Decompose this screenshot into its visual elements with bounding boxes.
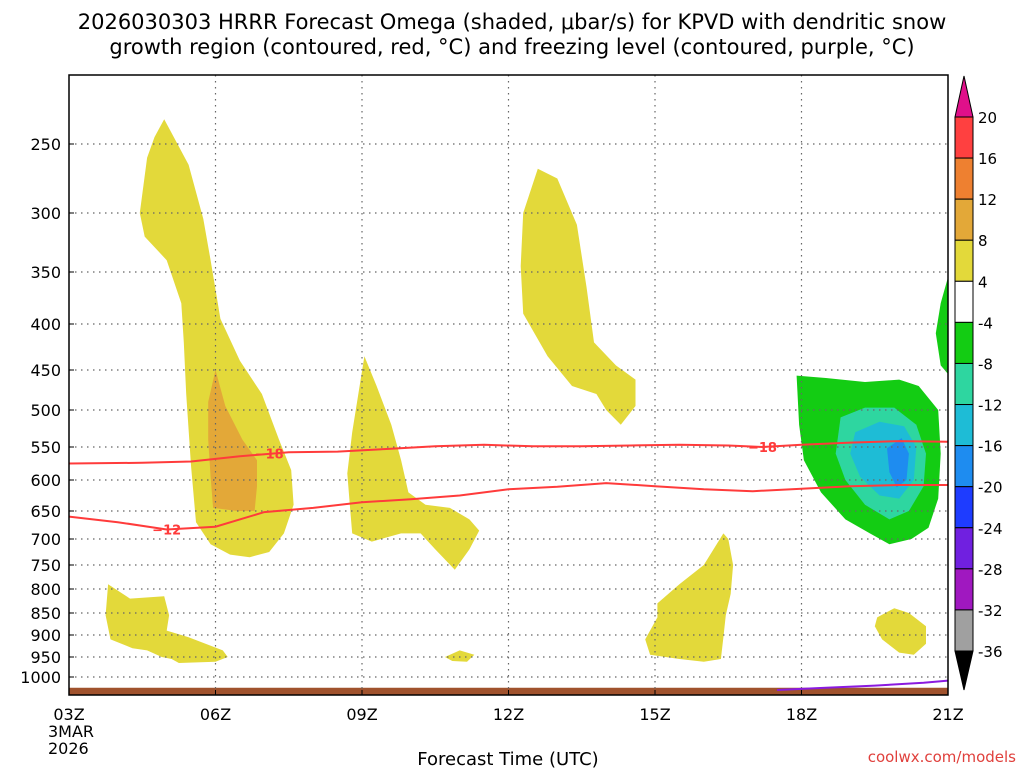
y-tick-label-1000: 1000 [20, 668, 61, 687]
colorbar-label--8: -8 [978, 355, 993, 373]
credit-text[interactable]: coolwx.com/models [868, 748, 1016, 766]
colorbar-label-4: 4 [978, 273, 988, 291]
colorbar-label--16: -16 [978, 438, 1003, 456]
contour-freezing-level [777, 679, 949, 691]
omega-region-2 [347, 356, 480, 570]
y-tick-label-600: 600 [30, 471, 61, 490]
colorbar-segment-20 [954, 116, 974, 159]
colorbar-label--24: -24 [978, 520, 1003, 538]
contour-lines: −18 −18 −12 [68, 440, 949, 691]
colorbar-segment--4 [954, 321, 974, 364]
colorbar-segment-12 [954, 198, 974, 241]
omega-region-3 [520, 168, 636, 425]
y-tick-label-350: 350 [30, 263, 61, 282]
colorbar-label--4: -4 [978, 314, 993, 332]
omega-region-1 [208, 370, 257, 511]
omega-region-5 [645, 533, 734, 662]
colorbar-label--12: -12 [978, 397, 1003, 415]
colorbar-bottom-arrow [954, 650, 974, 691]
x-tick-label-12Z: 12Z [493, 705, 524, 724]
omega-region-12 [935, 277, 948, 374]
y-tick-label-500: 500 [30, 401, 61, 420]
colorbar-label--32: -32 [978, 602, 1003, 620]
colorbar-label-20: 20 [978, 109, 997, 127]
colorbar-segment--28 [954, 568, 974, 611]
colorbar-label--36: -36 [978, 643, 1003, 661]
y-tick-label-700: 700 [30, 530, 61, 549]
chart-title-line1: 2026030303 HRRR Forecast Omega (shaded, … [78, 10, 947, 34]
colorbar-segment--24 [954, 527, 974, 570]
grid-lines [69, 75, 948, 695]
omega-region-6 [445, 650, 475, 662]
x-axis-label: Forecast Time (UTC) [417, 749, 598, 768]
omega-region-0 [139, 119, 294, 558]
x-tick-date-line2: 2026 [48, 739, 89, 758]
colorbar-segment--8 [954, 362, 974, 406]
omega-region-11 [887, 438, 909, 488]
contour-label-dgz-bottom-0: −12 [152, 523, 181, 538]
y-axis: 250 300 350 400 450 500 550 600 650 700 750 800 850 9… [20, 135, 74, 687]
x-tick-label-18Z: 18Z [786, 705, 817, 724]
x-tick-label-03Z: 03Z [53, 705, 84, 724]
colorbar-label-12: 12 [978, 191, 997, 209]
colorbar-segment--20 [954, 486, 974, 529]
contour-dgz-top [68, 440, 949, 465]
x-tick-label-21Z: 21Z [932, 705, 963, 724]
colorbar-segment-8 [954, 239, 974, 282]
y-tick-label-950: 950 [30, 648, 61, 667]
x-tick-date-line1: 3MAR [48, 722, 94, 741]
colorbar-segment-16 [954, 157, 974, 200]
y-tick-label-400: 400 [30, 315, 61, 334]
y-tick-label-550: 550 [30, 438, 61, 457]
contour-label-dgz-top-0: −18 [255, 448, 284, 463]
x-tick-label-09Z: 09Z [346, 705, 377, 724]
colorbar-label-16: 16 [978, 150, 997, 168]
colorbar-label-8: 8 [978, 232, 988, 250]
colorbar-label--28: -28 [978, 561, 1003, 579]
y-tick-label-800: 800 [30, 580, 61, 599]
colorbar-segment--12 [954, 404, 974, 447]
omega-shading [69, 119, 948, 695]
omega-region-7 [874, 608, 926, 655]
y-tick-label-450: 450 [30, 361, 61, 380]
y-tick-label-300: 300 [30, 204, 61, 223]
colorbar-segment-4 [954, 280, 974, 323]
y-tick-label-850: 850 [30, 604, 61, 623]
colorbar-top-arrow [954, 75, 974, 118]
chart-title-line2: growth region (contoured, red, °C) and f… [109, 35, 914, 59]
omega-region-4 [105, 584, 228, 663]
y-tick-label-900: 900 [30, 626, 61, 645]
colorbar-segment--16 [954, 445, 974, 488]
contour-dgz-bottom [68, 482, 948, 531]
colorbar: 20 16 12 8 4 -4 -8 -12 -16 -20 -24 -28 -32 -36 [954, 75, 1003, 691]
colorbar-segment--32 [954, 609, 974, 652]
y-tick-label-650: 650 [30, 502, 61, 521]
y-tick-label-750: 750 [30, 556, 61, 575]
colorbar-label--20: -20 [978, 479, 1003, 497]
x-tick-label-06Z: 06Z [200, 705, 231, 724]
contour-label-dgz-top-1: −18 [748, 441, 777, 456]
x-tick-label-15Z: 15Z [639, 705, 670, 724]
y-tick-label-250: 250 [30, 135, 61, 154]
